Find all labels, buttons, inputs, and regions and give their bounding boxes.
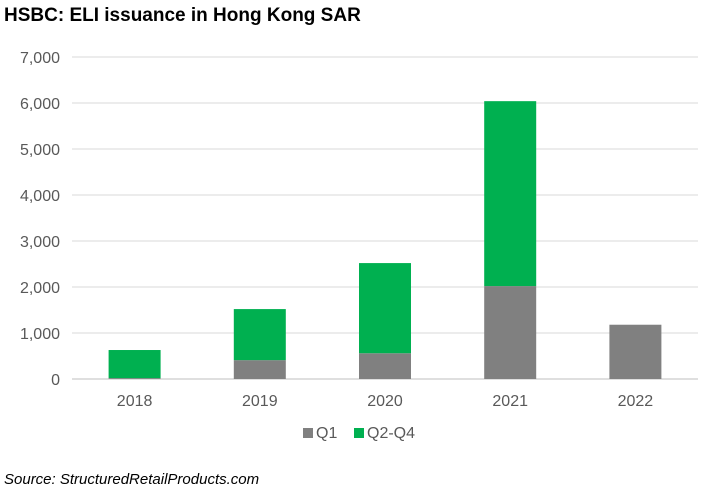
y-tick-label: 6,000 [20,96,60,113]
bar-q2-q4-2021 [484,101,537,287]
y-tick-label: 4,000 [20,188,60,205]
bar-q2-q4-2018 [108,350,161,379]
x-tick-label: 2019 [242,393,278,410]
x-tick-label: 2021 [492,393,528,410]
y-tick-label: 1,000 [20,326,60,343]
bars [108,101,662,379]
source-note: Source: StructuredRetailProducts.com [4,471,260,488]
y-tick-label: 2,000 [20,280,60,297]
legend-label: Q1 [316,425,337,442]
bar-q1-2022 [609,324,662,379]
x-tick-label: 2022 [618,393,654,410]
chart-title: HSBC: ELI issuance in Hong Kong SAR [4,5,361,26]
y-axis-labels: 0 1,000 2,000 3,000 4,000 5,000 6,000 7,000 [20,50,60,389]
x-tick-label: 2018 [117,393,153,410]
y-tick-label: 0 [51,372,60,389]
legend-swatch-q1 [303,428,313,438]
legend-label: Q2-Q4 [367,425,415,442]
x-axis-labels: 2018 2019 2020 2021 2022 [117,393,653,410]
legend: Q1 Q2-Q4 [303,425,415,442]
bar-q1-2020 [359,353,411,379]
legend-swatch-q2-q4 [354,428,364,438]
bar-q1-2018 [108,378,161,379]
y-tick-label: 7,000 [20,50,60,67]
bar-q1-2019 [233,360,286,379]
x-tick-label: 2020 [367,393,403,410]
bar-q2-q4-2019 [233,309,286,361]
bar-q2-q4-2020 [359,263,411,354]
y-tick-label: 3,000 [20,234,60,251]
bar-q1-2021 [484,286,537,379]
y-tick-label: 5,000 [20,142,60,159]
